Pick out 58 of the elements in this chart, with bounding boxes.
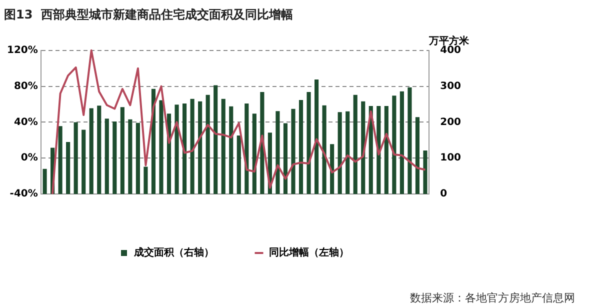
y2-tick-label: 400 xyxy=(440,44,462,56)
bar xyxy=(291,108,296,194)
bar xyxy=(82,130,86,194)
bar xyxy=(104,118,109,194)
bar xyxy=(190,98,194,194)
bar xyxy=(74,122,78,194)
bar xyxy=(174,104,179,194)
bar xyxy=(221,98,226,194)
bar xyxy=(384,106,388,194)
bar xyxy=(89,108,94,194)
bar xyxy=(120,107,124,194)
bar xyxy=(144,166,148,194)
bar xyxy=(330,144,334,194)
bar xyxy=(214,85,218,194)
y-tick-label: 0% xyxy=(20,152,38,164)
bar xyxy=(58,126,62,194)
bar xyxy=(353,94,358,194)
bar xyxy=(136,122,140,194)
bar xyxy=(423,150,428,194)
y-tick-label: 120% xyxy=(6,44,38,56)
bar xyxy=(66,142,70,194)
bar xyxy=(128,119,132,194)
y-tick-label: 40% xyxy=(14,116,38,128)
bar xyxy=(322,105,326,194)
bar xyxy=(182,104,187,194)
bar xyxy=(283,123,288,194)
y2-axis-title: 万平方米 xyxy=(428,34,470,47)
y2-tick-label: 300 xyxy=(440,80,462,92)
bar xyxy=(229,106,234,194)
bar xyxy=(97,106,102,194)
bar xyxy=(244,104,249,194)
bar xyxy=(346,111,350,194)
bar xyxy=(236,135,241,194)
bar xyxy=(298,100,304,194)
bar xyxy=(159,100,164,194)
y2-tick-label: 100 xyxy=(440,152,462,164)
y2-tick-label: 200 xyxy=(440,116,462,128)
bar xyxy=(198,101,202,194)
y-tick-label: -40% xyxy=(10,188,38,200)
bar xyxy=(408,87,412,194)
source-note: 数据来源：各地官方房地产信息网 xyxy=(410,291,575,304)
legend-label: 成交面积（右轴） xyxy=(133,246,214,259)
bar xyxy=(206,94,210,194)
y2-tick-label: 0 xyxy=(440,188,448,200)
y-tick-label: 80% xyxy=(14,80,38,92)
bar xyxy=(400,91,404,194)
bar xyxy=(314,79,319,194)
bar xyxy=(276,111,280,194)
bar xyxy=(42,168,47,194)
bar xyxy=(338,112,342,194)
bar xyxy=(361,101,366,194)
bar xyxy=(112,121,117,194)
bar xyxy=(252,114,256,194)
bar xyxy=(392,96,396,194)
bar xyxy=(306,92,311,194)
bar xyxy=(415,117,420,194)
chart-title: 图13 西部典型城市新建商品住宅成交面积及同比增幅 xyxy=(4,7,294,22)
legend-label: 同比增幅（左轴） xyxy=(269,246,349,259)
